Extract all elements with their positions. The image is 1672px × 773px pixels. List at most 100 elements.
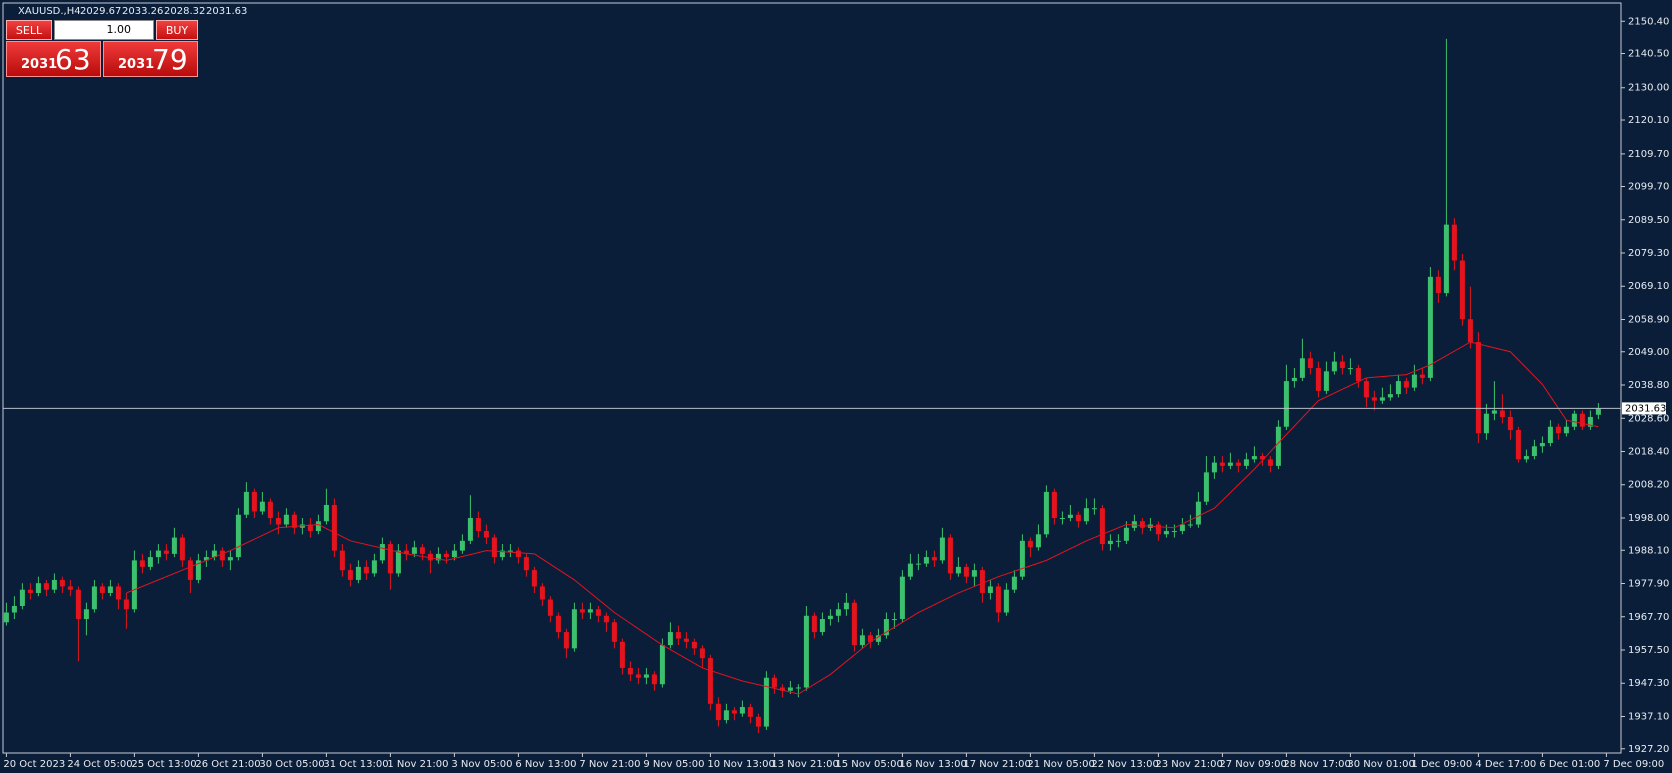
y-tick-label: 2018.40 [1628,447,1669,458]
candle-body [867,635,873,642]
candle-body [1195,501,1201,525]
candle-body [835,609,841,616]
candle-body [347,570,353,580]
candle-body [307,524,313,532]
candle-body [555,615,561,633]
candle-body [147,557,153,567]
candle-body [35,583,41,593]
candle-body [779,687,785,691]
candle-body [923,557,929,564]
x-tick-label: 4 Dec 17:00 [1475,759,1536,770]
candle-body [99,586,105,593]
candle-body [1107,540,1113,545]
candle-body [1523,456,1529,460]
candle-body [1299,358,1305,378]
buy-button[interactable]: BUY [156,20,198,40]
candle-body [1251,456,1257,460]
candle-body [1051,491,1057,518]
candle-body [971,570,977,577]
volume-input[interactable]: 1.00 [54,20,154,40]
y-tick-label: 2028.60 [1628,413,1669,424]
candle-body [635,674,641,678]
candle-body [1411,374,1417,388]
candle-body [1355,368,1361,382]
candle-body [443,553,449,558]
bid-price[interactable]: 2031 63 [6,41,101,77]
candle-body [1267,459,1273,466]
candle-body [131,560,137,610]
candle-body [163,550,169,554]
y-tick-label: 2130.00 [1628,83,1669,94]
candle-body [235,514,241,558]
candle-body [315,521,321,532]
candle-body [1059,517,1065,519]
candle-body [531,570,537,587]
candle-body [939,537,945,561]
candle-body [803,615,809,688]
candle-body [1243,459,1249,466]
x-tick-label: 31 Oct 13:00 [323,759,388,770]
x-tick-label: 9 Nov 05:00 [643,759,704,770]
candle-body [659,645,665,685]
candle-body [643,674,649,678]
candle-body [83,609,89,620]
x-tick-label: 6 Nov 13:00 [515,759,576,770]
candle-body [227,557,233,561]
candle-body [155,550,161,558]
sell-button[interactable]: SELL [6,20,52,40]
candle-body [683,638,689,642]
x-tick-label: 3 Nov 05:00 [451,759,512,770]
price-tag-label: 2031.63 [1625,403,1666,414]
candle-body [627,667,633,675]
candle-body [1339,361,1345,369]
candle-body [1035,534,1041,548]
header-low: 2028.32 [164,6,205,17]
candle-body [1123,527,1129,541]
candle-body [1403,381,1409,388]
candle-body [139,560,145,567]
candle-body [67,586,73,590]
candle-body [771,677,777,688]
candle-body [267,501,273,518]
candle-body [515,550,521,558]
candle-body [1315,368,1321,391]
candle-body [419,547,425,554]
candle-body [1187,524,1193,526]
y-tick-label: 2099.70 [1628,182,1669,193]
candle-body [843,602,849,610]
candle-body [1467,319,1473,342]
candle-body [291,514,297,528]
y-tick-label: 2038.80 [1628,380,1669,391]
candle-body [723,710,729,721]
candle-body [587,609,593,613]
candle-body [787,687,793,691]
candle-body [1363,381,1369,398]
ask-big: 2031 [118,57,155,72]
candle-body [1435,276,1441,294]
candle-body [27,589,33,593]
candle-body [523,557,529,571]
candle-body [595,609,601,616]
header-high: 2033.26 [122,6,163,17]
header-open: 2029.67 [80,6,121,17]
candle-body [731,710,737,714]
candle-body [411,547,417,554]
candle-body [1507,416,1513,430]
candle-body [91,586,97,610]
candle-body [979,570,985,593]
ask-price[interactable]: 2031 79 [103,41,198,77]
candle-body [875,635,881,642]
candle-body [1531,446,1537,457]
candle-body [171,537,177,554]
candle-body [987,586,993,593]
candle-body [379,544,385,561]
candle-body [51,579,57,590]
y-tick-label: 2079.30 [1628,248,1669,259]
candle-body [211,550,217,558]
candle-body [75,589,81,620]
y-tick-label: 1998.00 [1628,513,1669,524]
candle-body [331,504,337,551]
x-tick-label: 26 Oct 21:00 [195,759,260,770]
candle-body [947,537,953,574]
candle-body [475,517,481,532]
